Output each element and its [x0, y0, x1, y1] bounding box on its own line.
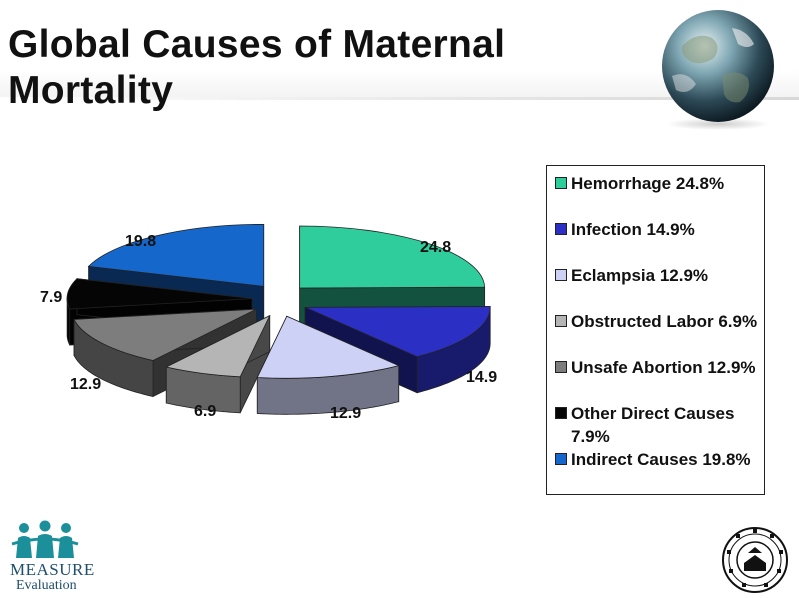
measure-evaluation-logo: MEASURE Evaluation [10, 520, 94, 593]
pie-slice-infection [304, 306, 491, 394]
pie-slice-eclampsia [256, 315, 400, 415]
legend-swatch [555, 407, 567, 419]
legend-swatch [555, 223, 567, 235]
legend-swatch [555, 361, 567, 373]
title-line-2: Mortality [8, 69, 174, 112]
measure-logo-subtitle: Evaluation [16, 578, 77, 593]
legend-swatch [555, 177, 567, 189]
legend-swatch [555, 269, 567, 281]
people-icon [11, 520, 79, 558]
legend-label: Other Direct Causes 7.9% [571, 404, 735, 446]
data-label-other-direct-causes: 7.9 [40, 289, 62, 306]
legend-label: Infection 14.9% [571, 220, 695, 239]
legend-label: Indirect Causes 19.8% [571, 450, 751, 469]
legend-label: Eclampsia 12.9% [571, 266, 709, 285]
data-label-hemorrhage: 24.8 [420, 239, 451, 256]
data-label-unsafe-abortion: 12.9 [70, 376, 101, 393]
data-label-eclampsia: 12.9 [330, 405, 361, 422]
header-divider [0, 97, 799, 100]
legend-label: Hemorrhage 24.8% [571, 174, 725, 193]
data-label-obstructed-labor: 6.9 [194, 403, 216, 420]
data-label-indirect-causes: 19.8 [125, 233, 156, 250]
measure-logo-word: MEASURE [10, 560, 95, 579]
pie-slice-obstructed-labor [165, 314, 271, 414]
slide-title: Global Causes of Maternal Mortality [8, 22, 505, 114]
pie-chart: 24.8 14.9 12.9 6.9 12.9 7.9 19.8 [40, 223, 497, 422]
legend-label: Unsafe Abortion 12.9% [571, 358, 756, 377]
legend-swatch [555, 315, 567, 327]
legend-label: Obstructed Labor 6.9% [571, 312, 758, 331]
title-line-1: Global Causes of Maternal [8, 23, 506, 66]
globe-icon [662, 10, 774, 130]
data-label-infection: 14.9 [466, 369, 497, 386]
legend-swatch [555, 453, 567, 465]
chart-legend: Hemorrhage 24.8% Infection 14.9% Eclampsia… [546, 165, 765, 495]
university-seal-icon [722, 527, 788, 593]
